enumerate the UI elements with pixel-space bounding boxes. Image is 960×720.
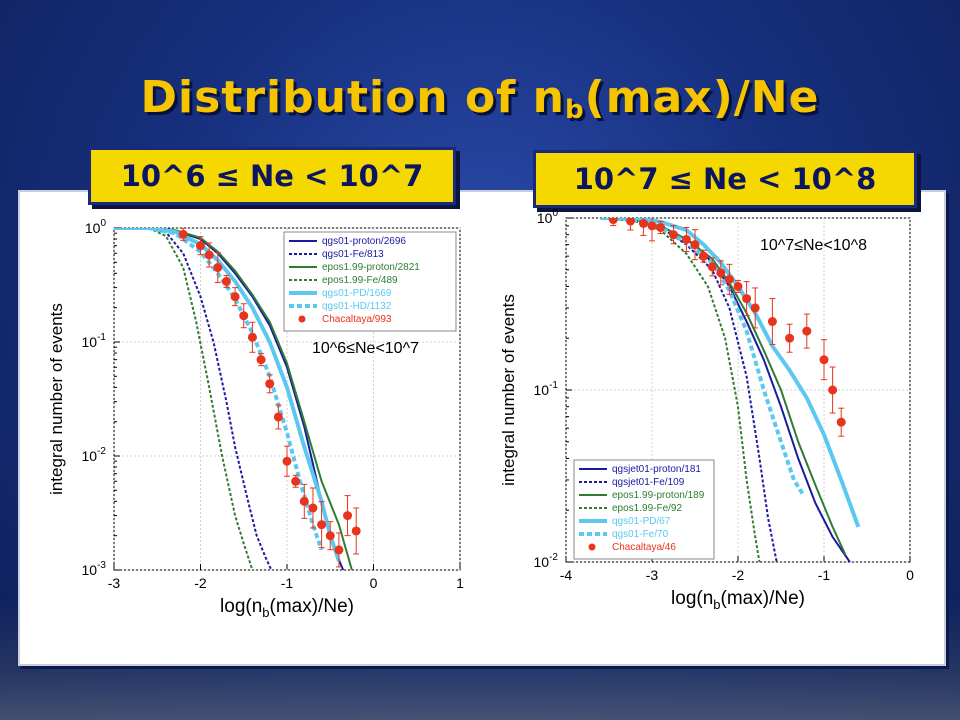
x-tick-label: 0 — [906, 567, 914, 583]
data-point — [247, 332, 257, 342]
chart-left: -3 -2 -1 0 1 100 10-1 10-2 10-3 integral number o… — [47, 218, 464, 620]
legend-entry: epos1.99-Fe/92 — [612, 503, 682, 514]
chart-annotation: 10^6≤Ne<10^7 — [312, 340, 419, 357]
legend-entry: qgs01-PD/67 — [612, 516, 671, 527]
data-point — [608, 218, 618, 225]
slide-title: Distribution of nb(max)/Ne — [140, 72, 820, 125]
data-point — [626, 218, 635, 226]
legend-entry: Chacaltaya/993 — [322, 314, 392, 325]
data-point — [196, 241, 205, 251]
data-point — [299, 496, 309, 506]
x-tick-label: -3 — [646, 567, 659, 583]
legend-entry: Chacaltaya/46 — [612, 542, 676, 553]
x-tick-label: -4 — [560, 567, 573, 583]
series-group — [114, 228, 361, 570]
legend-marker — [588, 543, 596, 551]
data-point — [213, 263, 223, 273]
series-line — [600, 218, 761, 562]
data-point — [750, 303, 760, 313]
legend-entry: epos1.99-proton/189 — [612, 490, 705, 501]
data-point — [802, 326, 812, 336]
data-point — [647, 221, 657, 231]
data-point — [733, 281, 743, 291]
series-group — [600, 218, 861, 562]
legend-entry: qgsjet01-Fe/109 — [612, 477, 685, 488]
data-point — [699, 251, 709, 261]
data-point — [178, 229, 188, 239]
data-point — [767, 317, 777, 327]
data-point — [716, 268, 726, 278]
chart-annotation: 10^7≤Ne<10^8 — [760, 237, 867, 254]
label-ne-low-range: 10^6 ≤ Ne < 10^7 — [88, 147, 456, 205]
x-axis-label: log(nb(max)/Ne) — [220, 596, 354, 620]
data-point — [256, 355, 266, 365]
legend-entry: qgs01-Fe/813 — [322, 249, 384, 260]
data-point — [724, 274, 734, 284]
legend-marker — [298, 315, 306, 323]
y-axis-label: integral number of events — [47, 303, 66, 495]
legend-entry: qgs01-Fe/70 — [612, 529, 669, 540]
data-point — [638, 218, 648, 228]
data-point — [819, 355, 829, 365]
data-point — [351, 526, 361, 536]
legend-box — [283, 231, 457, 332]
data-point — [836, 417, 846, 427]
y-tick-label: 100 — [85, 218, 107, 236]
y-tick-label: 10-3 — [82, 560, 107, 578]
legend-entry: epos1.99-proton/2821 — [322, 262, 420, 273]
legend-entry: epos1.99-Fe/489 — [322, 275, 398, 286]
data-point — [828, 385, 838, 395]
legend-entry: qgs01-PD/1669 — [322, 288, 392, 299]
series-line — [114, 228, 273, 570]
data-point — [707, 262, 717, 272]
data-point — [317, 520, 327, 530]
y-axis-label: integral number of events — [499, 294, 518, 486]
data-point — [308, 503, 318, 513]
legend-box — [573, 459, 715, 560]
data-point — [291, 476, 301, 486]
data-point — [656, 223, 666, 233]
legend-entry: qgs01-proton/2696 — [322, 236, 406, 247]
x-tick-label: -2 — [194, 575, 207, 591]
legend-entry: qgs01-HD/1132 — [322, 301, 392, 312]
data-point — [325, 531, 335, 541]
series-line — [114, 228, 254, 570]
data-point — [230, 292, 240, 302]
y-tick-label: 100 — [537, 208, 559, 226]
data-point — [239, 311, 249, 321]
data-point — [334, 545, 344, 555]
x-tick-label: -3 — [108, 575, 121, 591]
data-point — [273, 412, 283, 422]
y-tick-label: 10-1 — [534, 380, 559, 398]
x-axis-label: log(nb(max)/Ne) — [671, 588, 805, 612]
chart-right: -4 -3 -2 -1 0 100 10-1 10-2 integral number of e… — [499, 208, 914, 612]
x-tick-label: -1 — [281, 575, 294, 591]
y-tick-label: 10-2 — [82, 446, 107, 464]
data-point — [742, 294, 752, 304]
data-point — [221, 276, 231, 286]
data-point — [785, 333, 795, 343]
data-point — [204, 250, 214, 260]
x-tick-label: 0 — [370, 575, 378, 591]
data-point — [343, 511, 353, 521]
label-ne-high-range: 10^7 ≤ Ne < 10^8 — [533, 150, 917, 208]
x-tick-label: 1 — [456, 575, 464, 591]
x-tick-label: -2 — [732, 567, 745, 583]
legend-entry: qgsjet01-proton/181 — [612, 464, 701, 475]
data-point — [265, 379, 275, 389]
data-point — [690, 240, 700, 250]
data-point — [669, 230, 678, 240]
y-tick-label: 10-2 — [534, 552, 559, 570]
data-point — [681, 234, 691, 244]
data-point — [282, 456, 292, 466]
y-tick-label: 10-1 — [82, 332, 107, 350]
x-tick-label: -1 — [818, 567, 831, 583]
